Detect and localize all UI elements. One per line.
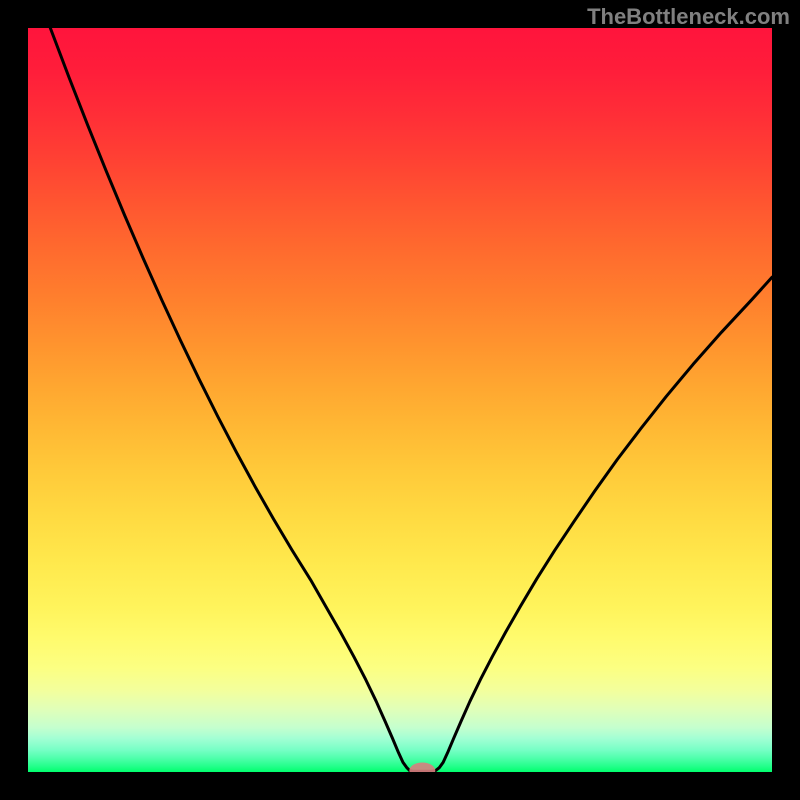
plot-svg bbox=[28, 28, 772, 772]
chart-container: TheBottleneck.com bbox=[0, 0, 800, 800]
gradient-background bbox=[28, 28, 772, 772]
plot-area bbox=[28, 28, 772, 772]
watermark-text: TheBottleneck.com bbox=[587, 4, 790, 30]
